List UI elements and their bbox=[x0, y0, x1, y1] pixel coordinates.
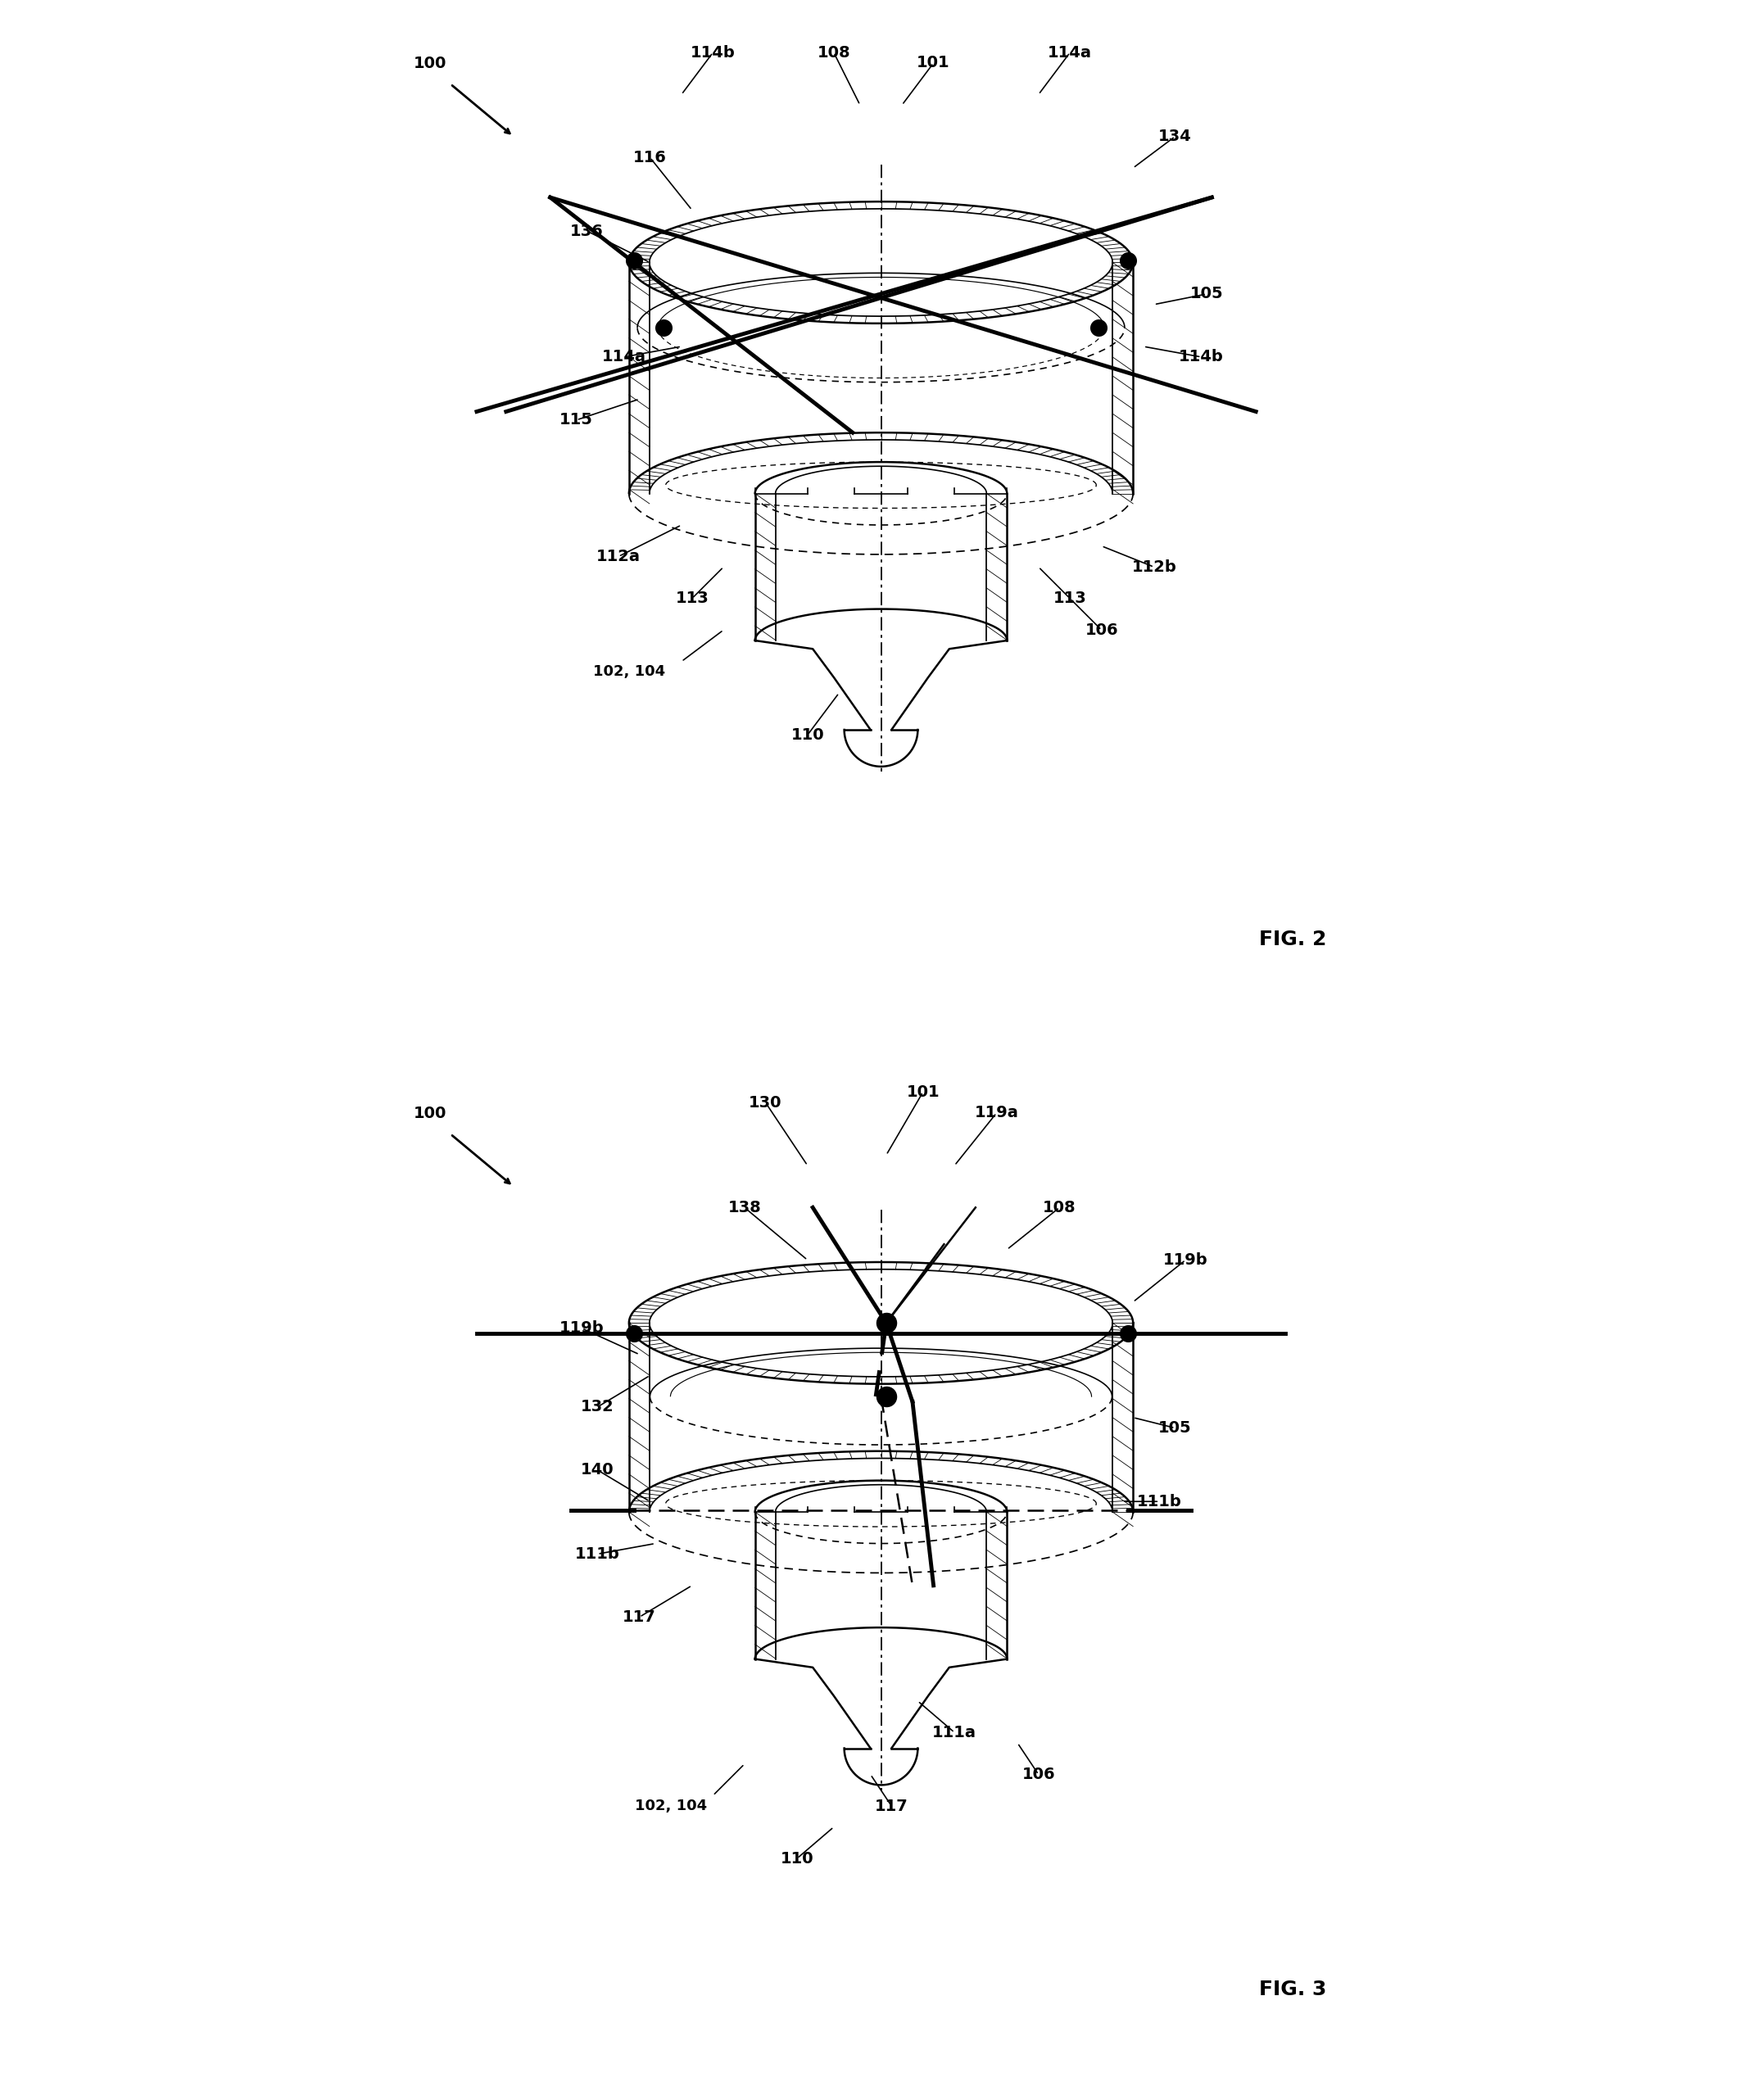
Text: 130: 130 bbox=[749, 1094, 782, 1111]
Text: 106: 106 bbox=[1022, 1766, 1055, 1783]
Text: 101: 101 bbox=[906, 1084, 939, 1100]
Text: 134: 134 bbox=[1158, 128, 1191, 145]
Text: 136: 136 bbox=[571, 223, 604, 239]
Text: 115: 115 bbox=[560, 412, 594, 428]
Text: 108: 108 bbox=[1043, 1199, 1077, 1216]
Text: 111b: 111b bbox=[574, 1546, 620, 1562]
Text: 116: 116 bbox=[633, 149, 666, 166]
Point bbox=[620, 244, 648, 277]
Text: 114a: 114a bbox=[601, 349, 647, 365]
Text: 119a: 119a bbox=[974, 1105, 1018, 1121]
Point bbox=[1114, 1317, 1142, 1350]
Point bbox=[872, 1306, 900, 1340]
Point bbox=[650, 311, 678, 344]
Text: 119b: 119b bbox=[1163, 1252, 1209, 1268]
Text: 102, 104: 102, 104 bbox=[592, 664, 664, 680]
Text: 105: 105 bbox=[1189, 286, 1223, 302]
Text: 114b: 114b bbox=[691, 44, 735, 61]
Text: 111b: 111b bbox=[1136, 1493, 1182, 1510]
Text: 113: 113 bbox=[675, 590, 708, 607]
Text: FIG. 3: FIG. 3 bbox=[1260, 1980, 1327, 1999]
Text: 117: 117 bbox=[622, 1609, 655, 1625]
Point bbox=[1084, 311, 1112, 344]
Text: 138: 138 bbox=[728, 1199, 761, 1216]
Text: 111a: 111a bbox=[932, 1724, 976, 1741]
Point bbox=[620, 1317, 648, 1350]
Text: 140: 140 bbox=[581, 1462, 615, 1478]
Text: 112a: 112a bbox=[596, 548, 641, 565]
Text: FIG. 2: FIG. 2 bbox=[1260, 930, 1327, 949]
Text: 110: 110 bbox=[781, 1850, 814, 1867]
Text: 112b: 112b bbox=[1131, 559, 1177, 575]
Text: 119b: 119b bbox=[559, 1321, 604, 1336]
Text: 132: 132 bbox=[581, 1399, 615, 1415]
Text: 117: 117 bbox=[874, 1798, 907, 1814]
Text: 100: 100 bbox=[414, 1107, 448, 1121]
Text: 114a: 114a bbox=[1048, 44, 1092, 61]
Text: 113: 113 bbox=[1054, 590, 1087, 607]
Text: 114b: 114b bbox=[1179, 349, 1225, 365]
Text: 102, 104: 102, 104 bbox=[634, 1798, 707, 1814]
Text: 105: 105 bbox=[1158, 1420, 1191, 1436]
Text: 110: 110 bbox=[791, 727, 825, 743]
Point bbox=[1114, 244, 1142, 277]
Text: 100: 100 bbox=[414, 57, 448, 71]
Text: 106: 106 bbox=[1085, 622, 1119, 638]
Text: 101: 101 bbox=[916, 55, 950, 71]
Text: 108: 108 bbox=[818, 44, 851, 61]
Point bbox=[872, 1380, 900, 1413]
